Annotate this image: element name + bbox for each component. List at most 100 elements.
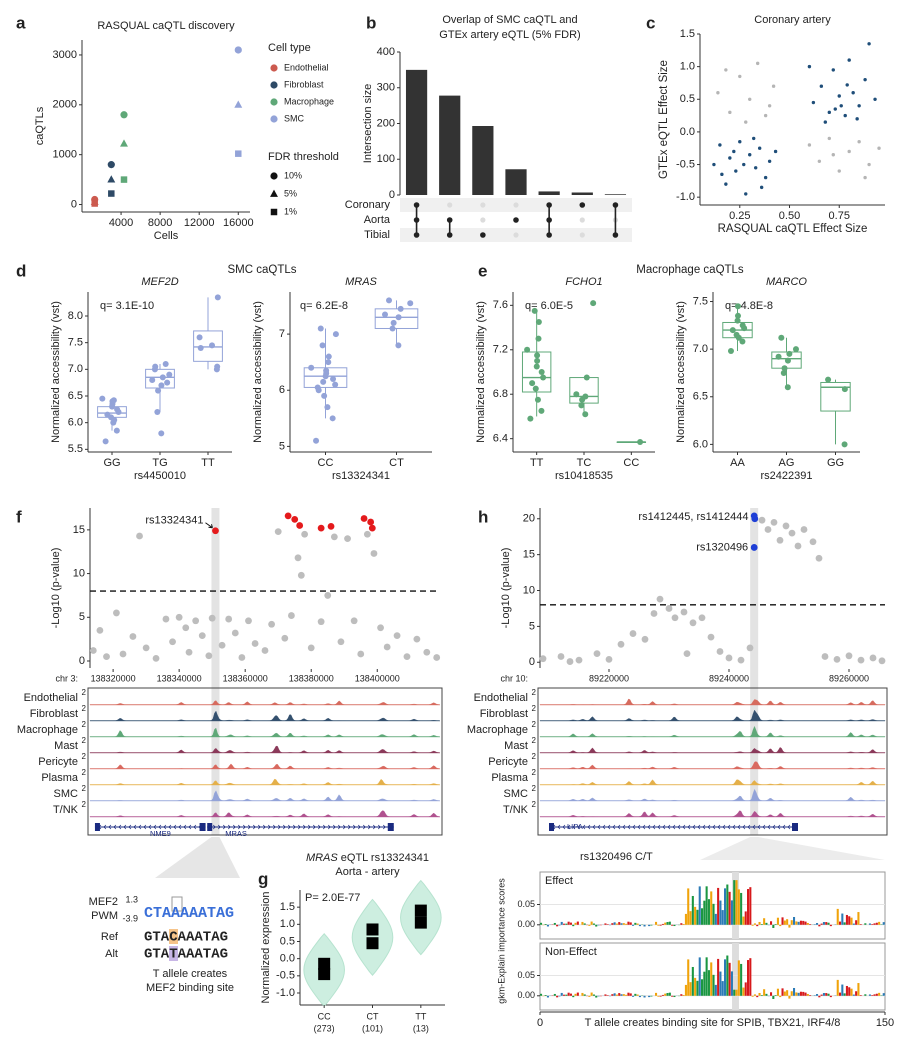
y-tick-label: 6.0 <box>68 417 83 429</box>
point <box>776 536 784 544</box>
y-tick-label: 0 <box>79 655 85 667</box>
point <box>529 380 536 387</box>
importance-bar <box>873 994 876 996</box>
importance-bar <box>655 992 658 996</box>
matrix-dot <box>612 202 619 208</box>
point <box>725 654 733 662</box>
importance-bar <box>763 989 766 996</box>
gene-strand <box>737 824 741 830</box>
zoom-funnel <box>155 837 240 878</box>
importance-bar <box>705 957 708 996</box>
point <box>823 120 828 124</box>
importance-bar <box>783 920 786 925</box>
point <box>739 322 746 329</box>
y-tick-label: 20 <box>523 513 535 525</box>
point <box>524 346 531 353</box>
gene-strand <box>607 824 611 830</box>
point <box>225 615 233 623</box>
bar <box>472 126 494 195</box>
x-axis-label: RASQUAL caQTL Effect Size <box>718 223 868 235</box>
point <box>857 104 861 108</box>
importance-bar <box>611 994 614 996</box>
importance-bar <box>657 995 660 997</box>
point <box>107 175 116 183</box>
gene-strand <box>277 824 281 830</box>
track-label: Macrophage <box>17 724 78 736</box>
importance-bar <box>671 924 674 926</box>
gene-strand <box>712 824 716 830</box>
x-tick-label: 89220000 <box>589 673 629 683</box>
point <box>337 638 345 646</box>
importance-bar <box>643 924 646 927</box>
importance-bar <box>749 887 752 925</box>
set-label: Aorta <box>364 214 391 226</box>
track-scale: 2 <box>532 720 537 729</box>
point <box>575 656 583 664</box>
point <box>764 526 772 533</box>
point <box>527 415 534 422</box>
gene-strand <box>347 824 351 830</box>
importance-bar <box>875 922 878 925</box>
track-scale: 2 <box>82 752 87 761</box>
exon <box>199 823 206 831</box>
x-tick-label: 0.75 <box>829 210 850 222</box>
point <box>845 652 853 660</box>
point <box>245 617 252 625</box>
point <box>758 516 766 524</box>
point <box>155 387 162 394</box>
gene-strand <box>327 824 331 830</box>
legend-swatch <box>270 81 278 89</box>
importance-bar <box>809 995 812 996</box>
importance-bar <box>707 970 710 996</box>
coverage-track <box>539 779 886 786</box>
importance-bar <box>682 994 685 996</box>
track-label: Mast <box>504 740 528 752</box>
point <box>833 655 841 663</box>
gene-strand <box>237 824 241 830</box>
section-title: SMC caQTLs <box>227 264 296 276</box>
point <box>296 522 304 529</box>
track-label: Pericyte <box>38 756 78 768</box>
y-axis-label: Normalized accessibility (vst) <box>50 301 62 443</box>
importance-bar <box>843 993 846 996</box>
importance-bar <box>841 984 844 996</box>
importance-bar <box>749 958 752 996</box>
point <box>314 384 321 391</box>
x-tick-label: 4000 <box>109 217 133 229</box>
point <box>185 648 193 656</box>
importance-bar <box>650 995 653 997</box>
gene-strand <box>747 824 751 830</box>
importance-bar <box>795 992 798 996</box>
legend-label: 5% <box>284 188 297 198</box>
point <box>323 367 330 374</box>
importance-bar <box>581 921 584 925</box>
importance-bar <box>804 992 807 996</box>
matrix-dot-empty <box>513 202 519 208</box>
importance-bar <box>563 994 566 996</box>
importance-bar <box>629 922 632 925</box>
track-label: Mast <box>54 740 78 752</box>
importance-bar <box>659 995 662 997</box>
importance-bar <box>788 924 791 928</box>
y-axis-label: Normalized expression <box>260 892 272 1004</box>
point <box>91 200 98 207</box>
gene-strand <box>168 824 172 830</box>
importance-bar <box>788 995 791 999</box>
point <box>235 150 242 157</box>
importance-bar <box>680 994 683 996</box>
importance-bar <box>540 993 543 996</box>
track-label: Fibroblast <box>30 708 78 720</box>
coverage-track <box>89 763 441 770</box>
importance-bar <box>710 962 713 996</box>
legend-swatch <box>270 98 278 106</box>
importance-bar <box>737 960 740 996</box>
gene-strand <box>183 824 187 830</box>
point <box>368 524 376 532</box>
y-axis-label: gkm-Explain importance scores <box>496 878 506 1004</box>
point <box>344 535 351 543</box>
importance-bar <box>684 913 687 925</box>
gene-strand <box>597 824 601 830</box>
x-tick-label: 0 <box>537 1017 543 1029</box>
motif-logo: CTAAAAATAG <box>144 905 234 922</box>
chr-label: chr 3: <box>55 673 78 683</box>
